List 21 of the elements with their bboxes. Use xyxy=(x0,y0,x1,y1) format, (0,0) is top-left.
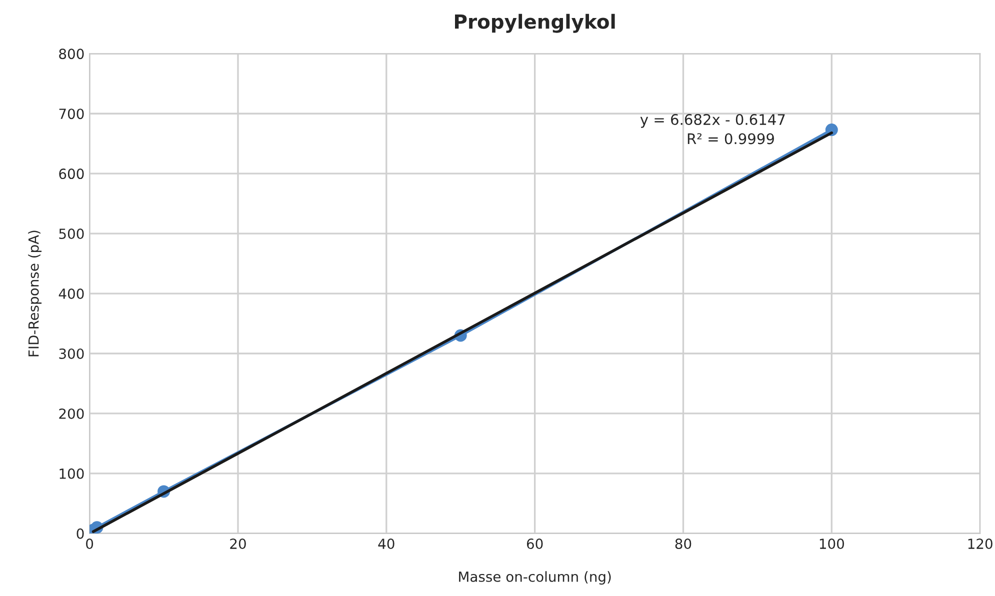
x-tick-label: 80 xyxy=(675,538,692,550)
annotation: R² = 0.9999 xyxy=(688,133,774,144)
y-tick-label: 400 xyxy=(58,288,84,300)
y-axis-title: FID-Response (pA) xyxy=(28,230,42,356)
x-tick-label: 120 xyxy=(968,538,992,550)
chart-title: Propylenglykol xyxy=(455,14,615,33)
x-tick-label: 0 xyxy=(86,538,94,550)
y-tick-label: 300 xyxy=(59,348,84,359)
x-tick-label: 20 xyxy=(230,538,246,550)
x-tick-label: 40 xyxy=(378,538,394,550)
y-tick-label: 200 xyxy=(59,408,84,419)
y-tick-label: 800 xyxy=(59,48,84,60)
x-tick-label: 100 xyxy=(820,538,844,550)
y-tick-label: 700 xyxy=(59,108,84,120)
x-tick-label: 60 xyxy=(526,538,543,550)
y-tick-label: 0 xyxy=(76,528,84,539)
y-tick-label: 100 xyxy=(60,468,84,479)
annotation: y = 6.682x - 0.6147 xyxy=(640,114,785,128)
y-tick-label: 600 xyxy=(59,168,84,180)
x-axis-title: Masse on-column (ng) xyxy=(459,571,611,585)
y-tick-label: 500 xyxy=(59,228,84,240)
